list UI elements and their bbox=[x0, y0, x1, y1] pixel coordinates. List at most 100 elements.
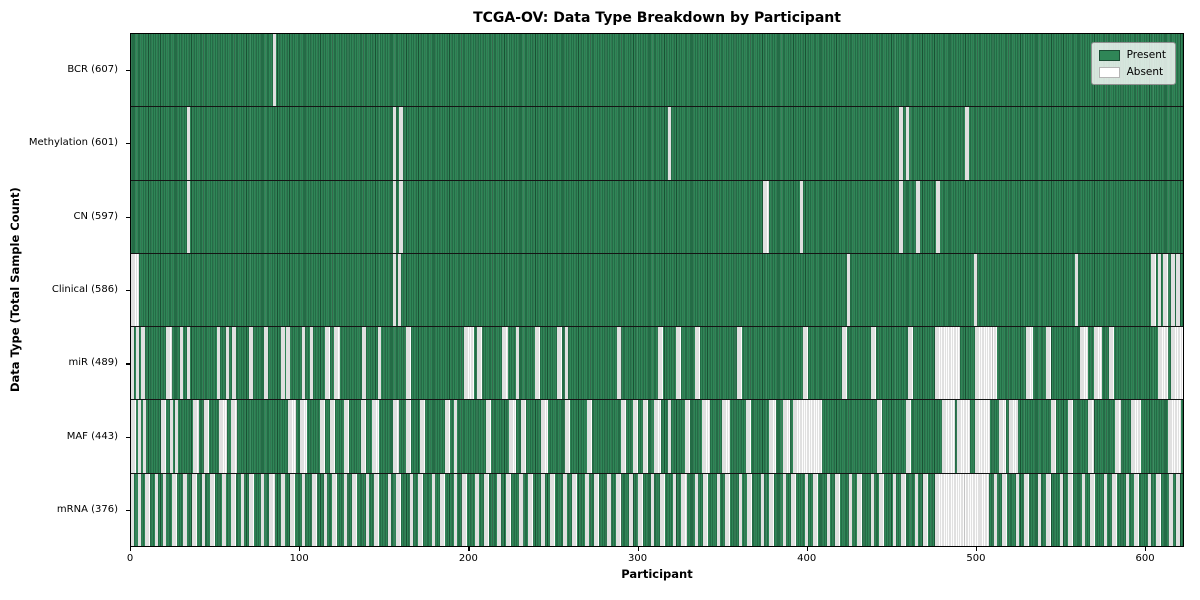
absent-stripe bbox=[1112, 473, 1118, 546]
absent-stripe bbox=[230, 473, 236, 546]
absent-stripe bbox=[475, 473, 479, 546]
absent-stripe bbox=[745, 400, 751, 473]
absent-stripe bbox=[620, 400, 626, 473]
absent-stripe bbox=[419, 400, 425, 473]
absent-stripe bbox=[477, 327, 483, 400]
row-methylation bbox=[131, 106, 1183, 180]
y-tick-mark bbox=[126, 363, 130, 365]
absent-stripe bbox=[782, 400, 790, 473]
absent-stripe bbox=[392, 107, 397, 180]
y-tick-label: Methylation (601) bbox=[28, 137, 118, 149]
x-tick-mark bbox=[637, 547, 639, 551]
y-tick-mark bbox=[126, 69, 130, 71]
absent-stripe bbox=[667, 107, 672, 180]
absent-stripe bbox=[141, 327, 145, 400]
absent-stripe bbox=[166, 327, 172, 400]
absent-stripe bbox=[191, 473, 197, 546]
absent-stripe bbox=[392, 253, 397, 327]
absent-stripe bbox=[406, 327, 412, 400]
absent-stripe bbox=[431, 473, 435, 546]
y-tick-label: CN (597) bbox=[73, 210, 118, 222]
absent-stripe bbox=[1155, 473, 1162, 546]
absent-stripe bbox=[1169, 473, 1173, 546]
absent-stripe bbox=[1051, 400, 1057, 473]
absent-stripe bbox=[497, 473, 501, 546]
absent-stripe bbox=[249, 327, 253, 400]
absent-stripe bbox=[502, 327, 508, 400]
absent-stripe bbox=[183, 473, 187, 546]
absent-stripe bbox=[217, 327, 221, 400]
absent-stripe bbox=[737, 327, 743, 400]
absent-stripe bbox=[1130, 400, 1141, 473]
absent-stripe bbox=[210, 473, 216, 546]
absent-stripe bbox=[716, 473, 721, 546]
absent-stripe bbox=[485, 400, 491, 473]
absent-stripe bbox=[803, 327, 809, 400]
absent-stripe bbox=[1074, 253, 1079, 327]
plot-area: Present Absent bbox=[130, 33, 1184, 547]
absent-stripe bbox=[615, 473, 621, 546]
absent-stripe bbox=[201, 473, 206, 546]
absent-stripe bbox=[585, 473, 589, 546]
absent-stripe bbox=[323, 473, 327, 546]
absent-stripe bbox=[571, 473, 577, 546]
absent-stripe bbox=[760, 473, 765, 546]
absent-stripe bbox=[309, 327, 314, 400]
absent-stripe bbox=[879, 473, 885, 546]
absent-stripe bbox=[826, 473, 831, 546]
absent-stripe bbox=[249, 473, 255, 546]
absent-stripe bbox=[1150, 253, 1156, 327]
absent-stripe bbox=[1002, 473, 1008, 546]
absent-stripe bbox=[240, 473, 245, 546]
absent-stripe bbox=[387, 473, 392, 546]
absent-stripe bbox=[1115, 400, 1121, 473]
absent-stripe bbox=[288, 400, 297, 473]
absent-stripe bbox=[193, 400, 199, 473]
absent-stripe bbox=[161, 400, 167, 473]
absent-stripe bbox=[877, 400, 883, 473]
absent-stripe bbox=[857, 473, 863, 546]
absent-stripe bbox=[343, 400, 349, 473]
y-tick-mark bbox=[126, 216, 130, 218]
absent-stripe bbox=[1171, 253, 1175, 327]
absent-stripe bbox=[521, 400, 527, 473]
absent-stripe bbox=[527, 473, 533, 546]
absent-stripe bbox=[131, 473, 135, 546]
y-tick-mark bbox=[126, 510, 130, 512]
absent-stripe bbox=[377, 327, 381, 400]
absent-stripe bbox=[799, 180, 804, 253]
chart-title: TCGA-OV: Data Type Breakdown by Particip… bbox=[473, 10, 841, 26]
absent-stripe bbox=[973, 253, 977, 327]
absent-stripe bbox=[186, 327, 191, 400]
absent-stripe bbox=[222, 473, 226, 546]
x-tick-mark bbox=[975, 547, 978, 551]
row-mrna bbox=[131, 472, 1183, 546]
absent-stripe bbox=[841, 327, 847, 400]
absent-stripe bbox=[762, 180, 770, 253]
absent-stripe bbox=[144, 473, 150, 546]
absent-stripe bbox=[617, 327, 621, 400]
legend-label-present: Present bbox=[1126, 49, 1166, 61]
absent-stripe bbox=[392, 400, 400, 473]
absent-stripe bbox=[281, 473, 285, 546]
absent-stripe bbox=[899, 107, 903, 180]
absent-stripe bbox=[916, 180, 920, 253]
absent-stripe bbox=[694, 327, 701, 400]
absent-stripe bbox=[131, 400, 137, 473]
absent-stripe bbox=[1079, 327, 1089, 400]
absent-stripe bbox=[1081, 473, 1086, 546]
absent-stripe bbox=[725, 473, 731, 546]
legend-label-absent: Absent bbox=[1126, 66, 1164, 78]
legend-item-absent: Absent bbox=[1098, 66, 1166, 78]
absent-stripe bbox=[333, 327, 341, 400]
absent-stripe bbox=[445, 400, 451, 473]
absent-stripe bbox=[352, 473, 358, 546]
absent-stripe bbox=[993, 473, 998, 546]
y-tick-mark bbox=[126, 143, 130, 145]
absent-stripe bbox=[906, 107, 910, 180]
absent-stripe bbox=[676, 327, 682, 400]
absent-stripe bbox=[343, 473, 348, 546]
absent-stripe bbox=[225, 327, 229, 400]
absent-stripe bbox=[975, 400, 991, 473]
absent-stripe bbox=[1024, 473, 1030, 546]
